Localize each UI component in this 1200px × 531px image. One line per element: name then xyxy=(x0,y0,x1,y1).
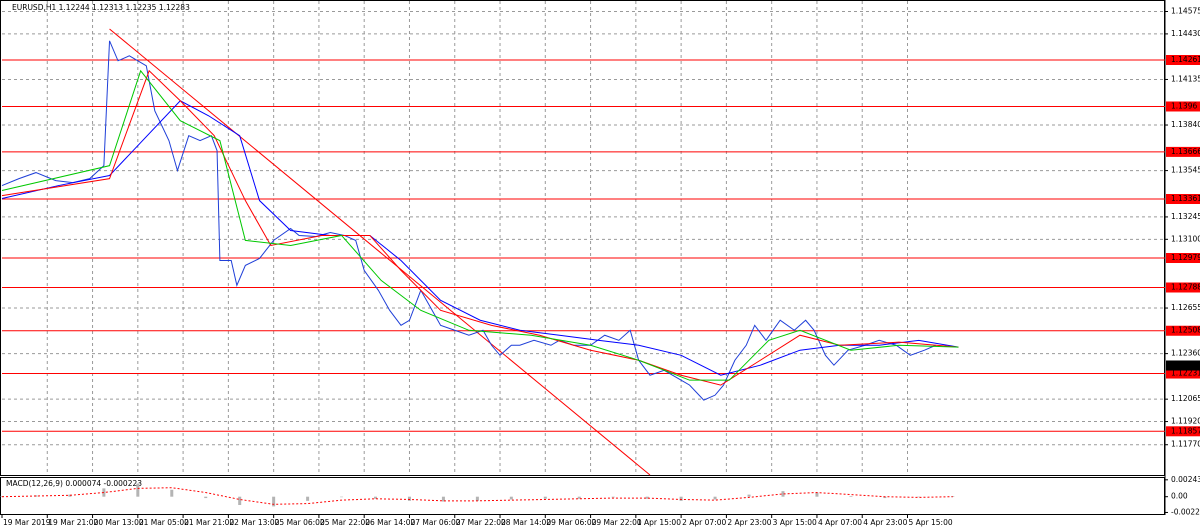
macd-bar xyxy=(849,496,853,497)
trend-line xyxy=(109,28,651,476)
macd-bar xyxy=(883,496,887,499)
macd-bar xyxy=(170,489,174,497)
y-tick-label: 1.11770 xyxy=(1171,440,1200,449)
level-label: 1.13361 xyxy=(1171,194,1200,203)
moving-average xyxy=(1,69,959,386)
chart-title: EURUSD,H1 1.12244 1.12313 1.12235 1.1228… xyxy=(12,3,190,12)
moving-average xyxy=(1,69,959,381)
macd-bar xyxy=(951,496,955,497)
y-tick-label: 1.13840 xyxy=(1171,120,1200,129)
level-tag xyxy=(1166,368,1200,379)
moving-average xyxy=(1,100,959,376)
macd-bar xyxy=(475,496,479,501)
level-label: 1.12979 xyxy=(1171,253,1200,262)
level-label: 1.13666 xyxy=(1171,147,1200,156)
macd-bar xyxy=(679,496,683,501)
level-tag xyxy=(1166,282,1200,293)
y-tick-label: 1.14135 xyxy=(1171,74,1200,83)
macd-bar xyxy=(611,496,615,498)
x-tick-label: 4 Apr 07:00 xyxy=(818,518,862,527)
level-label: 1.12508 xyxy=(1171,326,1200,335)
y-tick-label: 1.13245 xyxy=(1171,212,1200,221)
macd-panel xyxy=(0,477,1165,515)
x-tick-label: 2 Apr 07:00 xyxy=(682,518,726,527)
macd-bar xyxy=(306,496,310,501)
level-tag xyxy=(1166,54,1200,65)
macd-bar xyxy=(713,496,717,500)
current-price-label: 1.12283 xyxy=(1171,360,1200,369)
x-tick-label: 27 Mar 22:00 xyxy=(456,518,506,527)
macd-bar xyxy=(747,494,751,497)
macd-title: MACD(12,26,9) 0.000074 -0.000223 xyxy=(6,479,142,488)
macd-bar xyxy=(340,496,344,498)
y-tick-label: 1.12360 xyxy=(1171,349,1200,358)
x-tick-label: 27 Mar 06:00 xyxy=(410,518,460,527)
macd-bar xyxy=(136,483,140,497)
level-tag xyxy=(1166,325,1200,336)
macd-bar xyxy=(577,496,581,499)
x-tick-label: 25 Mar 22:00 xyxy=(320,518,370,527)
macd-bar xyxy=(815,492,819,497)
macd-bar xyxy=(441,496,445,502)
macd-bar xyxy=(917,496,921,498)
level-tag xyxy=(1166,253,1200,264)
y-tick-label: 1.11920 xyxy=(1171,417,1200,426)
x-tick-label: 29 Mar 22:00 xyxy=(592,518,642,527)
macd-bar xyxy=(272,496,276,507)
x-tick-label: 28 Mar 14:00 xyxy=(501,518,551,527)
macd-bar xyxy=(645,496,649,499)
macd-bar xyxy=(238,496,242,505)
y-tick-label: 1.14430 xyxy=(1171,29,1200,38)
level-tag xyxy=(1166,426,1200,437)
y-tick-label: 1.14575 xyxy=(1171,7,1200,16)
x-tick-label: 5 Apr 15:00 xyxy=(908,518,952,527)
macd-bar xyxy=(509,496,513,500)
x-tick-label: 3 Apr 15:00 xyxy=(773,518,817,527)
x-tick-label: 19 Mar 2019 xyxy=(3,518,51,527)
level-label: 1.12231 xyxy=(1171,369,1200,378)
x-tick-label: 2 Apr 23:00 xyxy=(727,518,771,527)
y-tick-label: 0.002438 xyxy=(1171,475,1200,484)
price-line xyxy=(1,40,936,401)
price-panel xyxy=(0,0,1165,476)
macd-bar xyxy=(374,496,378,499)
y-tick-label: 1.12655 xyxy=(1171,303,1200,312)
y-tick-label: 0.00 xyxy=(1171,492,1188,501)
x-tick-label: 1 Apr 15:00 xyxy=(637,518,681,527)
level-label: 1.12788 xyxy=(1171,283,1200,292)
level-label: 1.11857 xyxy=(1171,426,1200,435)
macd-bar xyxy=(781,491,785,497)
x-tick-label: 20 Mar 13:00 xyxy=(94,518,144,527)
current-price-tag xyxy=(1166,360,1200,371)
macd-bar xyxy=(204,496,208,499)
x-tick-label: 25 Mar 06:00 xyxy=(275,518,325,527)
macd-bar xyxy=(543,496,547,499)
y-tick-label: 1.13545 xyxy=(1171,166,1200,175)
x-tick-label: 21 Mar 05:00 xyxy=(139,518,189,527)
x-tick-label: 19 Mar 21:00 xyxy=(48,518,98,527)
macd-bar xyxy=(407,496,411,501)
y-tick-label: 1.12065 xyxy=(1171,394,1200,403)
macd-signal xyxy=(1,487,953,505)
x-tick-label: 26 Mar 14:00 xyxy=(365,518,415,527)
y-tick-label: -0.002277 xyxy=(1171,507,1200,516)
x-tick-label: 22 Mar 13:00 xyxy=(229,518,279,527)
level-label: 1.1396 xyxy=(1171,101,1197,110)
x-tick-label: 21 Mar 21:00 xyxy=(184,518,234,527)
macd-bar xyxy=(68,494,72,497)
level-tag xyxy=(1166,146,1200,157)
level-tag xyxy=(1166,194,1200,205)
x-tick-label: 4 Apr 23:00 xyxy=(863,518,907,527)
y-tick-label: 1.13100 xyxy=(1171,234,1200,243)
level-label: 1.14261 xyxy=(1171,55,1200,64)
x-tick-label: 29 Mar 06:00 xyxy=(546,518,596,527)
level-tag xyxy=(1166,101,1200,112)
